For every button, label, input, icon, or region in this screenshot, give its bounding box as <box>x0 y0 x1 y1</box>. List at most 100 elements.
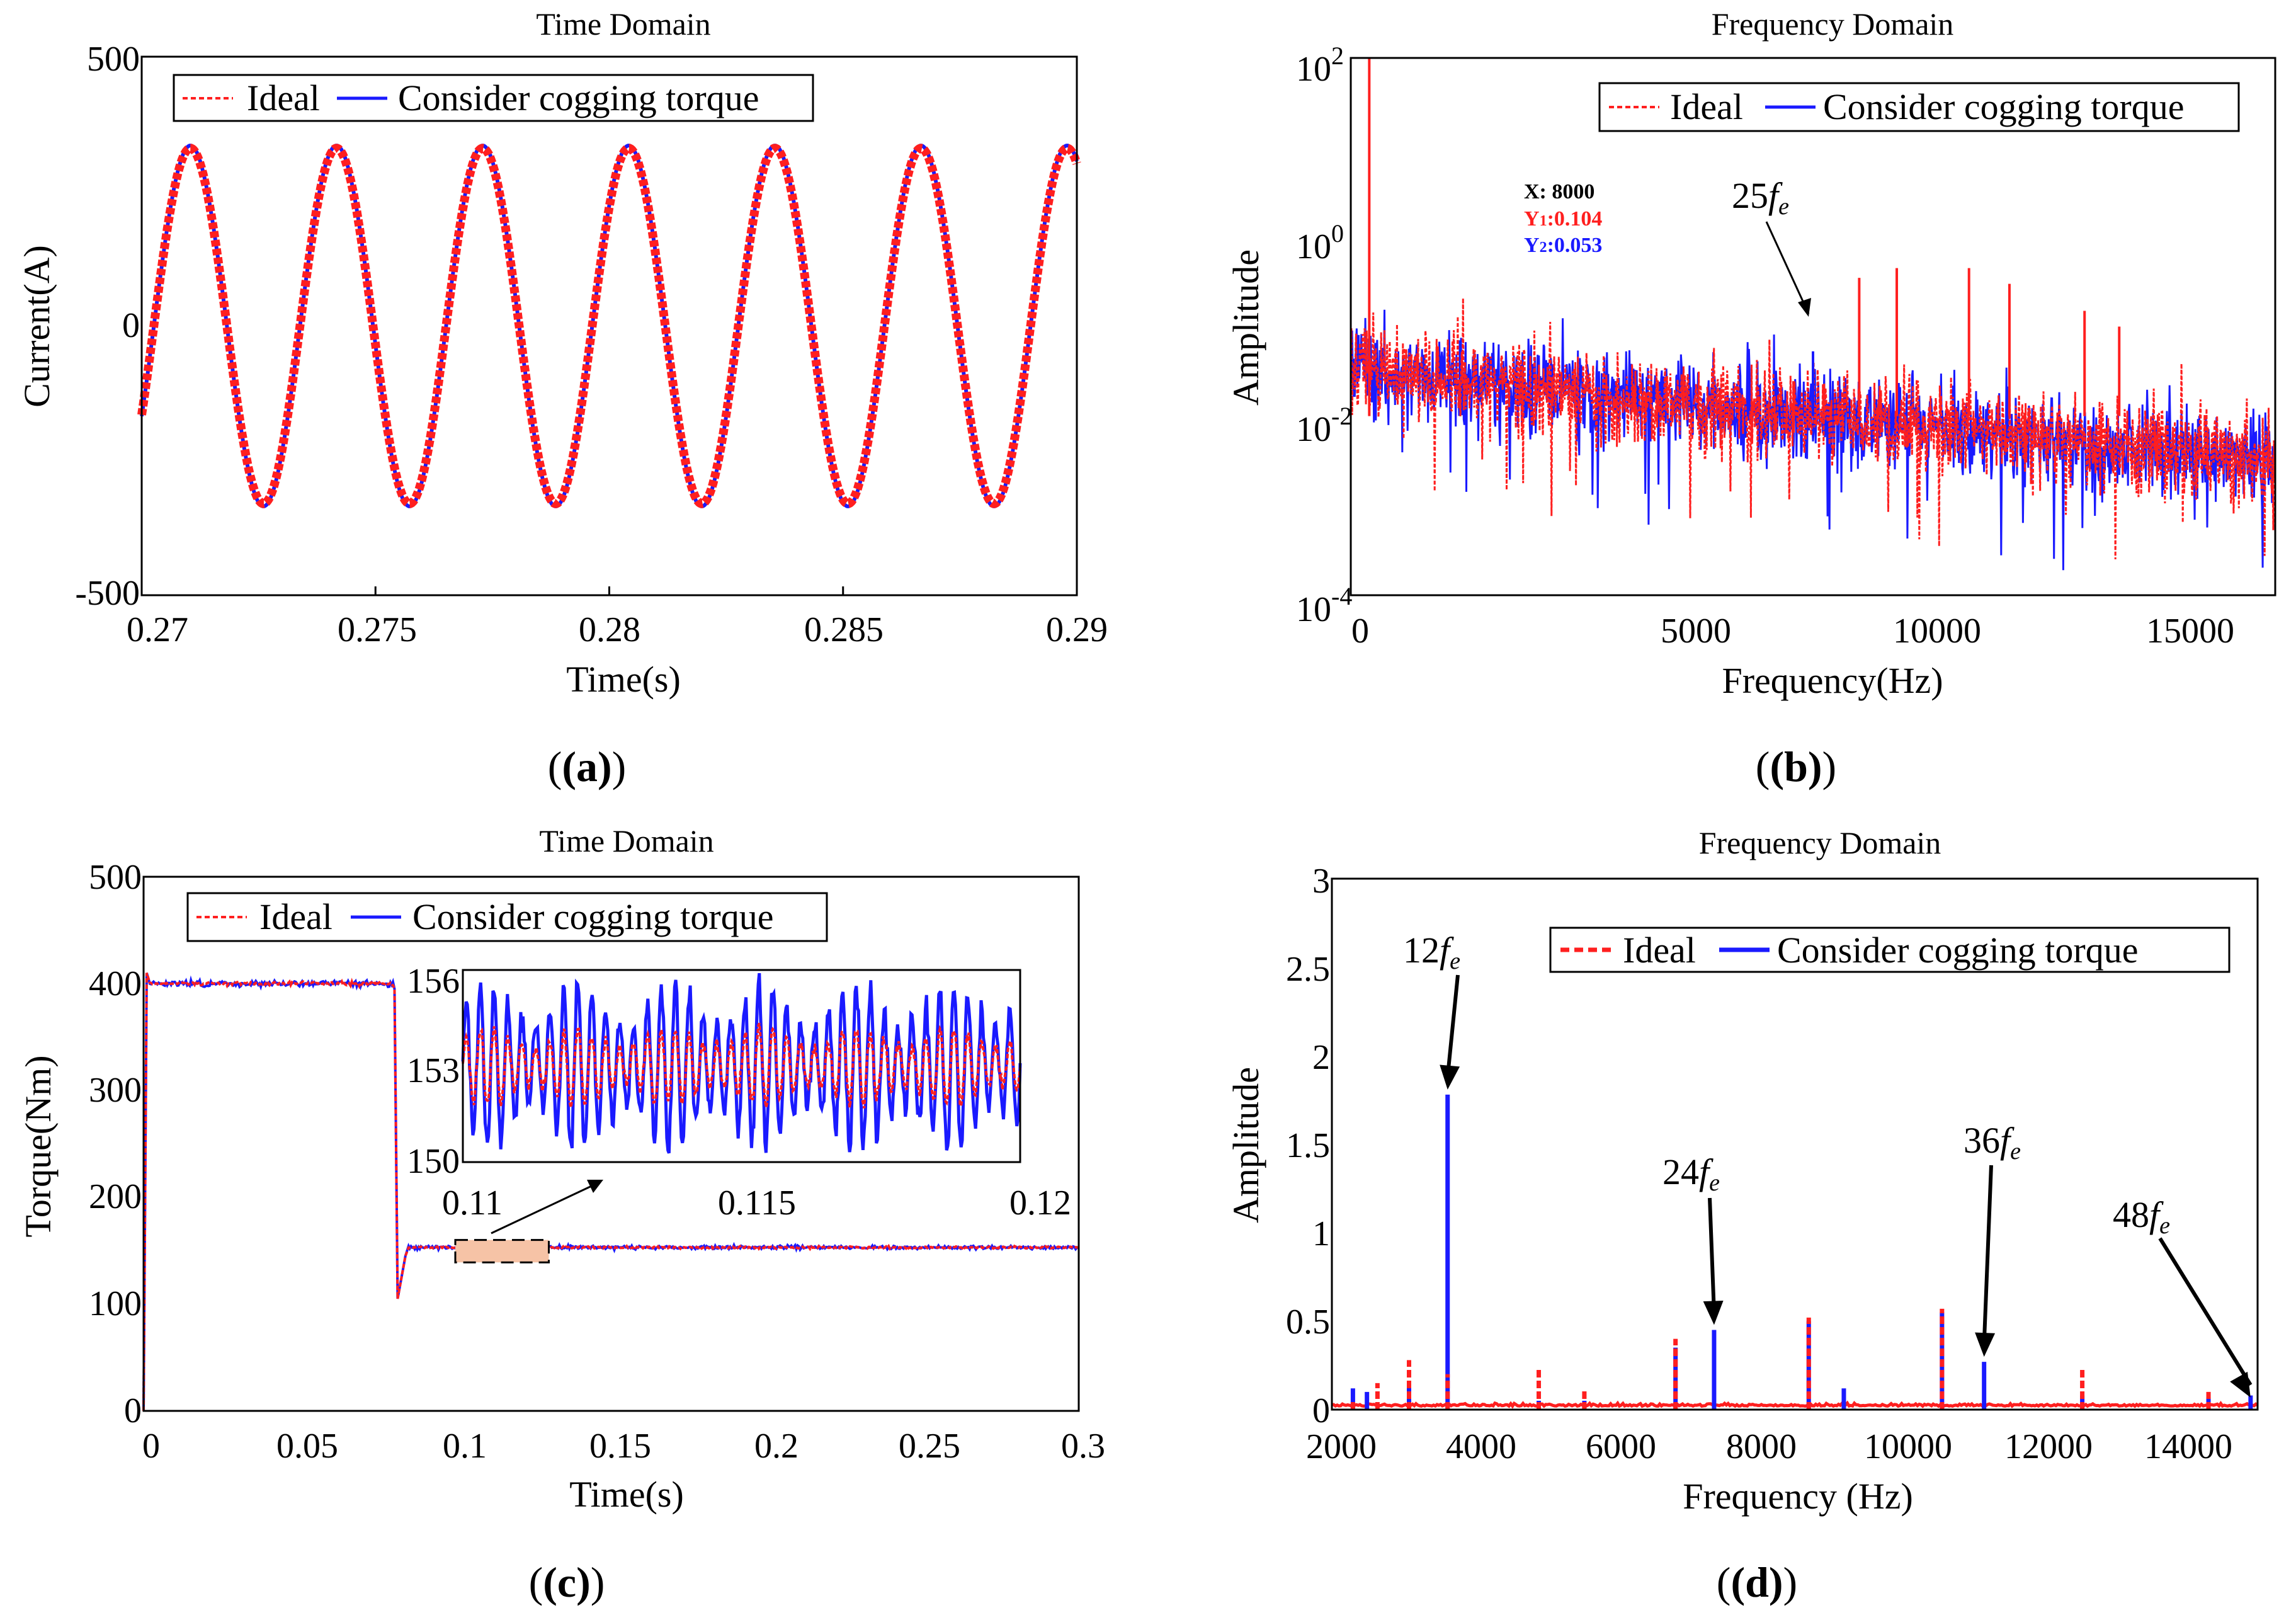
panel-a-xtick: 0.28 <box>579 610 640 649</box>
panel-d-legend-box <box>1549 927 2231 973</box>
panel-d-annotation-arrow <box>1982 1165 1993 1345</box>
panel-a-legend-ideal: Ideal <box>247 77 320 118</box>
panel-b-datatip-y2: Y2:0.053 <box>1524 234 1602 257</box>
panel-b-legend: Ideal Consider cogging torque <box>1598 82 2240 132</box>
panel-d-annotation-arrow <box>2158 1237 2253 1386</box>
panel-a-plot-area <box>137 144 1081 595</box>
panel-b-datatip-y1: Y1:0.104 <box>1524 207 1602 231</box>
panel-b-ylabel: Amplitude <box>1225 249 1266 406</box>
panel-b-ytick: 10-4 <box>1296 582 1352 629</box>
panel-d-xtick: 4000 <box>1446 1427 1516 1466</box>
panel-a-ytick: 0 <box>122 306 140 345</box>
panel-d-legend-ideal: Ideal <box>1623 930 1696 971</box>
panel-b-annotation-25fe: 25fe <box>1732 175 1811 317</box>
panel-c-inset-series-ideal <box>462 1022 1021 1109</box>
panel-c-y-ticks: 0 100 200 300 400 500 <box>89 858 142 1430</box>
panel-d-ytick: 2 <box>1312 1038 1330 1077</box>
panel-b-title: Frequency Domain <box>1712 6 1954 42</box>
panel-d-ytick: 1 <box>1312 1214 1330 1253</box>
panel-b-xtick: 10000 <box>1893 612 1981 651</box>
panel-a-y-ticks: -500 0 500 <box>75 40 140 613</box>
panel-d-annotation-36fe: 36fe <box>1964 1120 2021 1165</box>
panel-c-ytick: 500 <box>89 858 142 897</box>
panel-c: Time Domain 0 0.05 0.1 0.15 0.2 0.25 0.3… <box>18 823 1105 1606</box>
panel-a-label: ((a)) <box>548 743 627 790</box>
panel-a-title: Time Domain <box>536 6 710 42</box>
panel-d-annotation-arrowhead <box>1703 1301 1724 1325</box>
panel-b-legend-box <box>1598 82 2240 132</box>
panel-c-zoom-arrow <box>491 1182 599 1235</box>
panel-d-baseline-noise <box>1331 1400 2259 1409</box>
panel-d-legend-cogging: Consider cogging torque <box>1777 930 2138 971</box>
panel-c-zoom-arrowhead <box>587 1180 603 1193</box>
panel-d-xtick: 14000 <box>2144 1427 2232 1466</box>
panel-c-xtick: 0.15 <box>589 1427 651 1466</box>
panel-d-annotations: 12fe 24fe 36fe 48fe <box>1403 930 2170 1239</box>
panel-c-legend-box <box>186 892 828 942</box>
panel-d-ytick: 0.5 <box>1286 1303 1330 1342</box>
panel-d-ytick: 2.5 <box>1286 950 1330 989</box>
panel-b-annotation-arrowhead <box>1798 298 1811 317</box>
panel-c-ylabel: Torque(Nm) <box>18 1055 59 1237</box>
panel-d-y-ticks: 0 0.5 1 1.5 2 2.5 3 <box>1286 862 1330 1430</box>
panel-d-ytick: 3 <box>1312 862 1330 901</box>
panel-a-ytick: 500 <box>87 40 140 79</box>
panel-c-inset-frame <box>462 969 1021 1163</box>
panel-d-x-ticks: 2000 4000 6000 8000 10000 12000 14000 <box>1306 1427 2232 1466</box>
panel-b-ytick: 102 <box>1296 42 1344 89</box>
panel-c-zoom-box <box>454 1239 550 1263</box>
panel-b-annotation-arrow <box>1765 221 1810 314</box>
panel-a-xtick: 0.27 <box>127 610 188 649</box>
panel-c-zoom-indicator <box>491 1180 603 1235</box>
panel-c-series-ideal <box>142 973 1079 1412</box>
panel-c-inset-ytick: 153 <box>407 1051 460 1090</box>
panel-a-frame <box>140 55 1078 596</box>
panel-c-xlabel: Time(s) <box>569 1474 684 1515</box>
panel-b-datatip: X: 8000 Y1:0.104 Y2:0.053 <box>1524 180 1602 257</box>
panel-b-annotation-text: 25fe <box>1732 175 1789 220</box>
panel-c-inset-ytick: 156 <box>407 962 460 1001</box>
panel-c-xtick: 0 <box>142 1427 160 1466</box>
panel-c-inset: 156 153 150 0.11 0.115 0.12 <box>407 962 1071 1223</box>
panel-d-plot-area <box>1331 974 2259 1410</box>
panel-a-ytick: -500 <box>75 574 140 613</box>
panel-b-plot-area <box>1350 58 2276 571</box>
panel-d-xtick: 2000 <box>1306 1427 1377 1466</box>
panel-d-annotation-24fe: 24fe <box>1662 1151 1720 1196</box>
panel-c-frame <box>142 876 1080 1412</box>
panel-c-xtick: 0.05 <box>276 1427 338 1466</box>
panel-a-xtick: 0.275 <box>338 610 417 649</box>
panel-b-frame <box>1350 57 2276 596</box>
panel-d-xtick: 10000 <box>1864 1427 1952 1466</box>
panel-d: Frequency Domain 2000 4000 6000 8000 100… <box>1225 825 2259 1606</box>
panel-d-annotation-arrow <box>1708 1197 1716 1313</box>
panel-b-datatip-x: X: 8000 <box>1524 180 1594 203</box>
panel-a-series-ideal <box>137 144 1081 508</box>
panel-b-label: ((b)) <box>1756 743 1836 790</box>
panel-d-xtick: 12000 <box>2004 1427 2093 1466</box>
panel-c-ytick: 200 <box>89 1177 142 1216</box>
panel-d-xlabel: Frequency (Hz) <box>1683 1476 1913 1517</box>
panel-a-legend-cogging: Consider cogging torque <box>398 77 759 118</box>
panel-c-xtick: 0.2 <box>754 1427 798 1466</box>
panel-d-annotation-arrow <box>1445 974 1460 1078</box>
panel-b-legend-ideal: Ideal <box>1670 86 1743 127</box>
panel-c-xtick: 0.3 <box>1061 1427 1105 1466</box>
panel-c-legend: Ideal Consider cogging torque <box>186 892 828 942</box>
panel-c-x-ticks: 0 0.05 0.1 0.15 0.2 0.25 0.3 <box>142 1427 1105 1466</box>
panel-b-xlabel: Frequency(Hz) <box>1722 660 1943 701</box>
panel-c-label: ((c)) <box>529 1558 605 1606</box>
panel-b-xtick: 15000 <box>2146 612 2234 651</box>
panel-b-x-ticks: 0 5000 10000 15000 <box>1351 612 2234 651</box>
panel-c-ytick: 100 <box>89 1284 142 1323</box>
panel-c-inset-plot <box>461 973 1022 1154</box>
panel-d-title: Frequency Domain <box>1699 825 1941 860</box>
panel-c-inset-ytick: 150 <box>407 1142 460 1181</box>
panel-d-ytick: 1.5 <box>1286 1126 1330 1165</box>
panel-c-inset-xtick: 0.11 <box>442 1184 503 1223</box>
panel-a-xtick: 0.285 <box>804 610 884 649</box>
panel-c-xtick: 0.25 <box>899 1427 960 1466</box>
panel-b-ytick: 100 <box>1296 219 1344 266</box>
panel-a: Time Domain 0.27 0.275 0.28 0.285 0.29 -… <box>16 6 1108 790</box>
